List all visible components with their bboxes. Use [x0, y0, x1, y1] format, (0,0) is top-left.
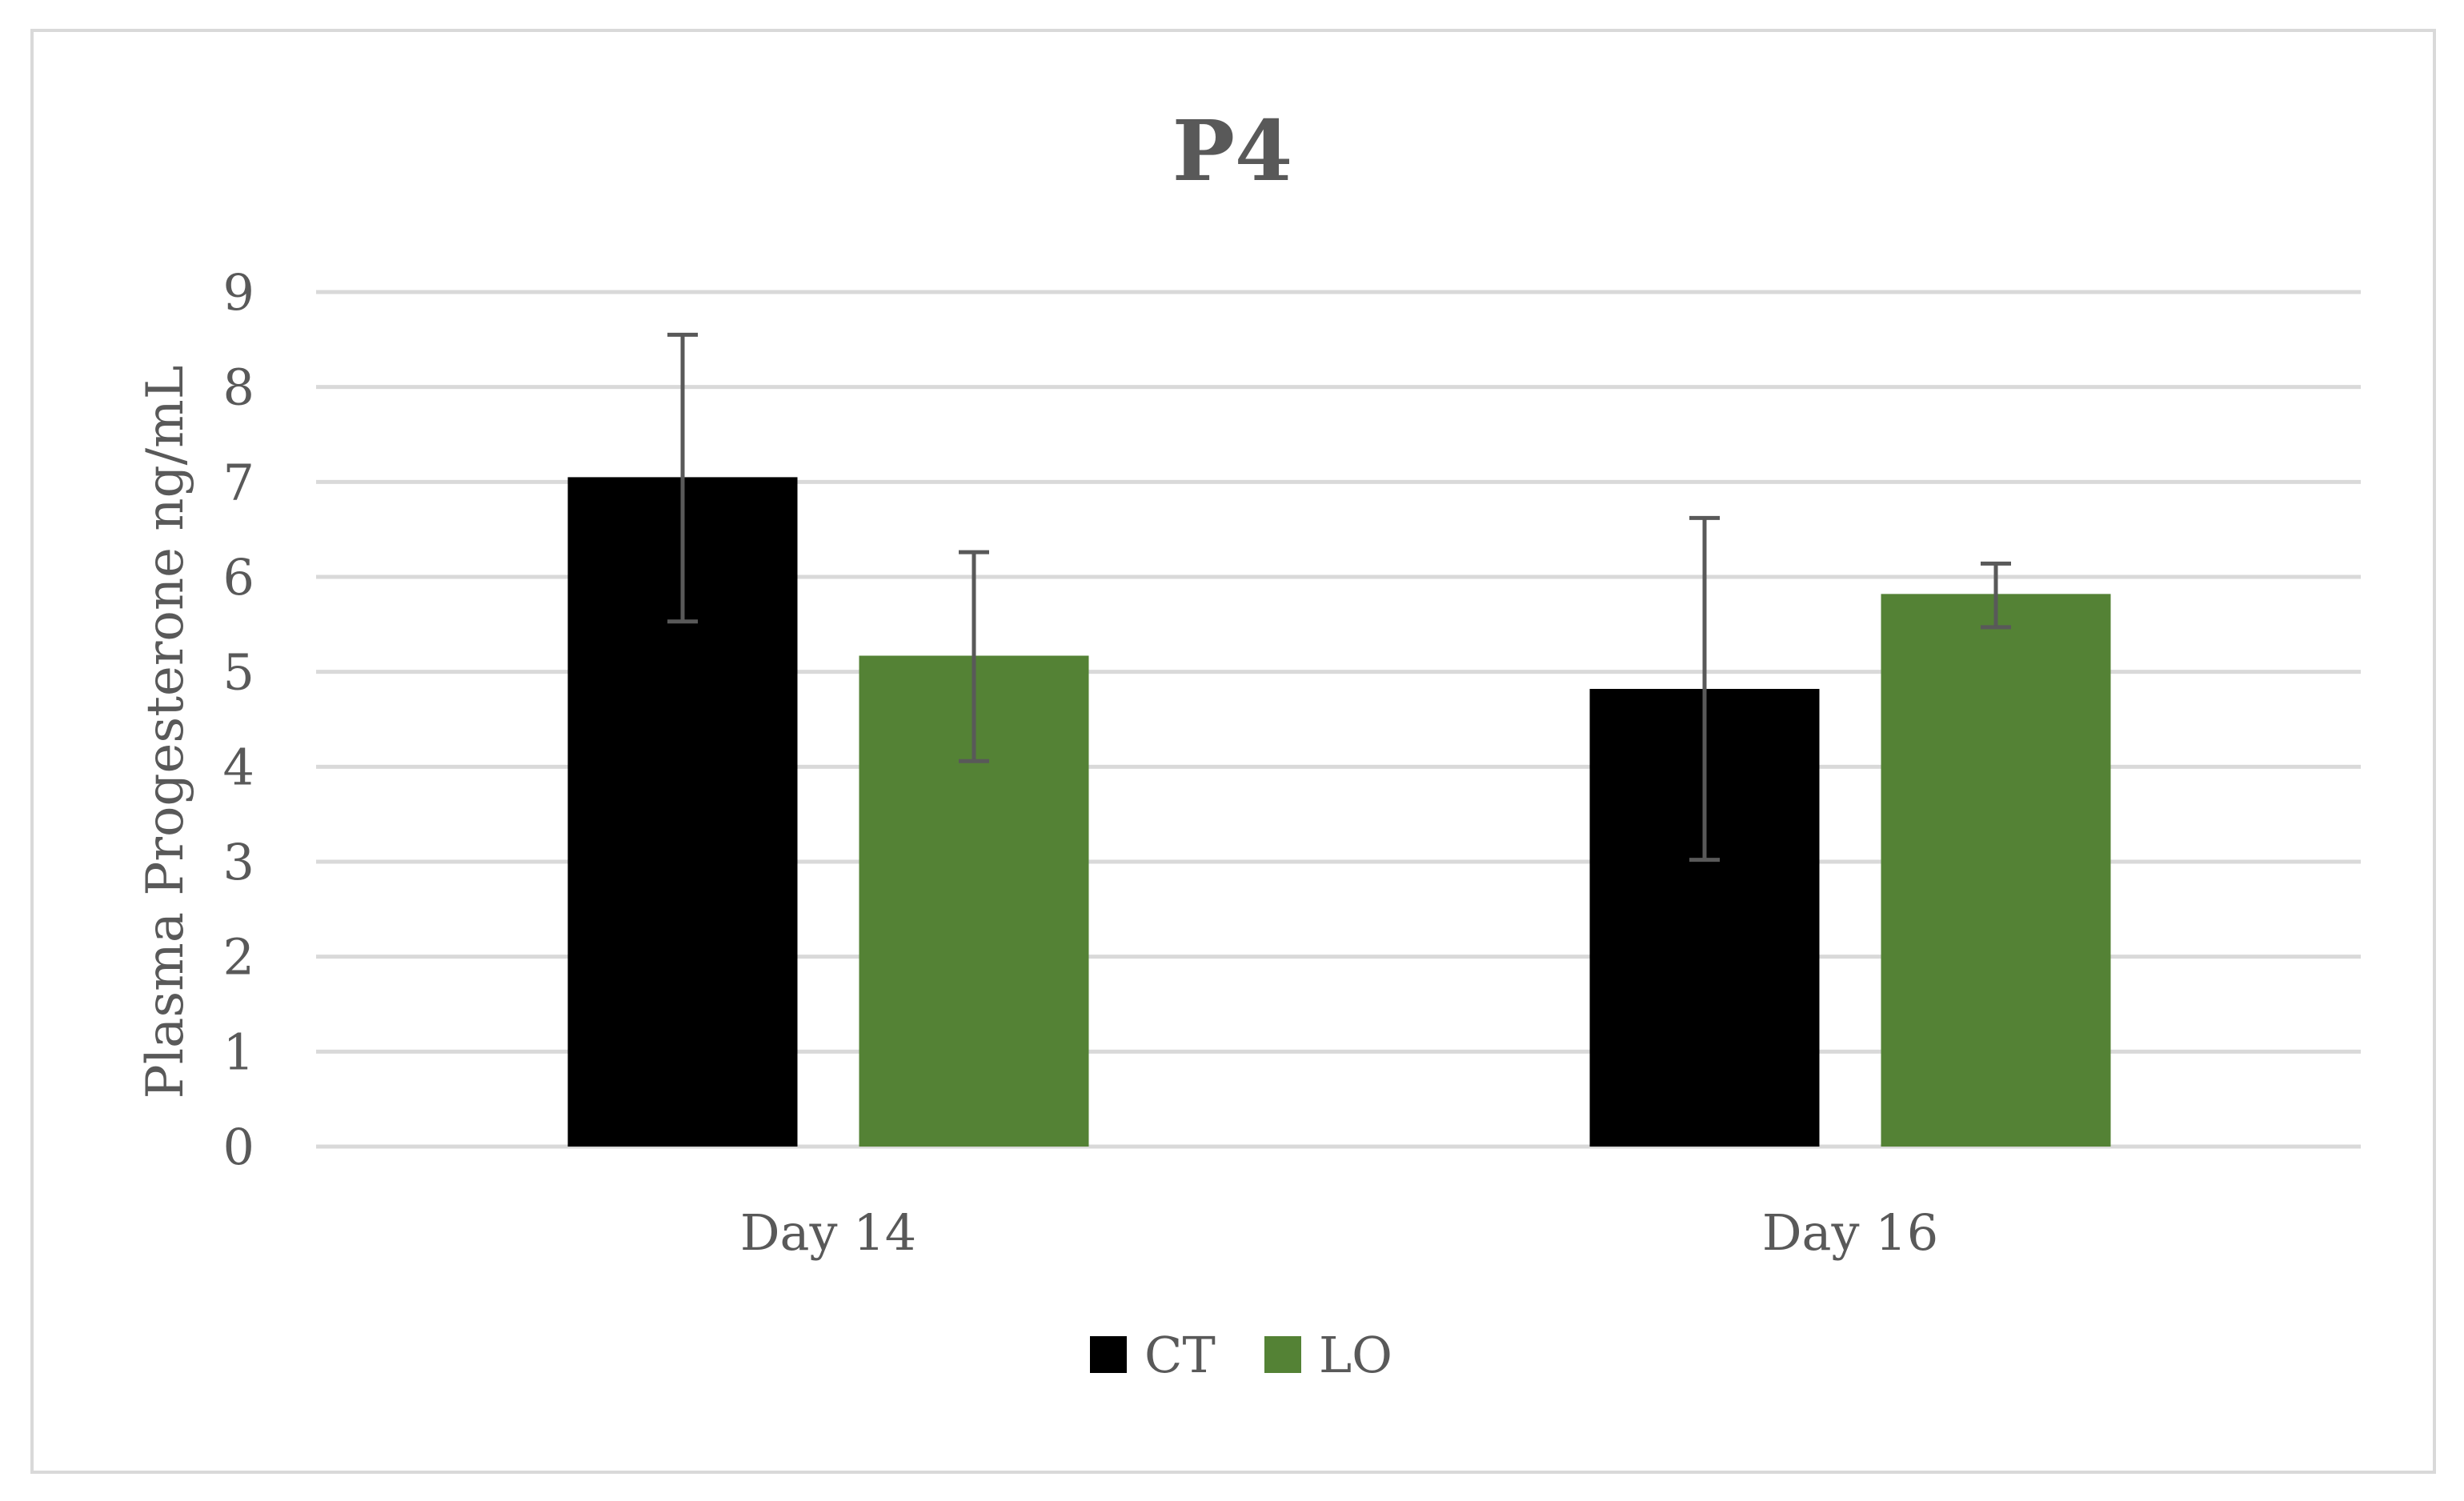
error-bars	[667, 332, 2011, 863]
legend-label: CT	[1144, 1326, 1216, 1384]
x-tick-label: Day 16	[1762, 1203, 1938, 1262]
y-tick-label: 2	[223, 928, 254, 987]
y-tick-label: 9	[223, 263, 254, 322]
legend-swatch	[1090, 1336, 1127, 1373]
legend-swatch	[1264, 1336, 1301, 1373]
error-bar-ct-day-16	[1689, 515, 1720, 863]
error-bar-lo-day-16	[1981, 561, 2011, 630]
bar-lo-day-16	[1881, 594, 2111, 1147]
y-axis-ticks: 0 1 2 3 4 5 6 7 8 9	[223, 263, 254, 1176]
bars	[567, 477, 2111, 1147]
x-axis-ticks: Day 14 Day 16	[740, 1203, 1938, 1262]
y-tick-label: 0	[223, 1118, 254, 1176]
chart-title: P4	[1172, 102, 1293, 200]
y-tick-label: 8	[223, 358, 254, 417]
legend-item-lo: LO	[1264, 1326, 1392, 1384]
legend-item-ct: CT	[1090, 1326, 1216, 1384]
y-tick-label: 1	[223, 1023, 254, 1081]
legend-label: LO	[1319, 1326, 1392, 1384]
y-tick-label: 6	[223, 548, 254, 606]
y-tick-label: 7	[223, 453, 254, 511]
y-tick-label: 4	[223, 738, 254, 796]
y-tick-label: 3	[223, 833, 254, 891]
y-tick-label: 5	[223, 643, 254, 702]
x-tick-label: Day 14	[740, 1203, 916, 1262]
legend: CT LO	[1090, 1326, 1392, 1384]
error-bar-lo-day-14	[959, 550, 989, 763]
error-bar-ct-day-14	[667, 332, 698, 624]
y-axis-title: Plasma Progesterone ng/mL	[136, 366, 195, 1099]
